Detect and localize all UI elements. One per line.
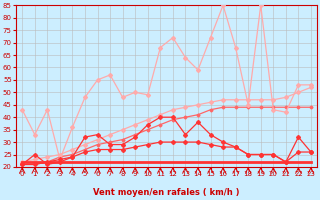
- X-axis label: Vent moyen/en rafales ( km/h ): Vent moyen/en rafales ( km/h ): [93, 188, 240, 197]
